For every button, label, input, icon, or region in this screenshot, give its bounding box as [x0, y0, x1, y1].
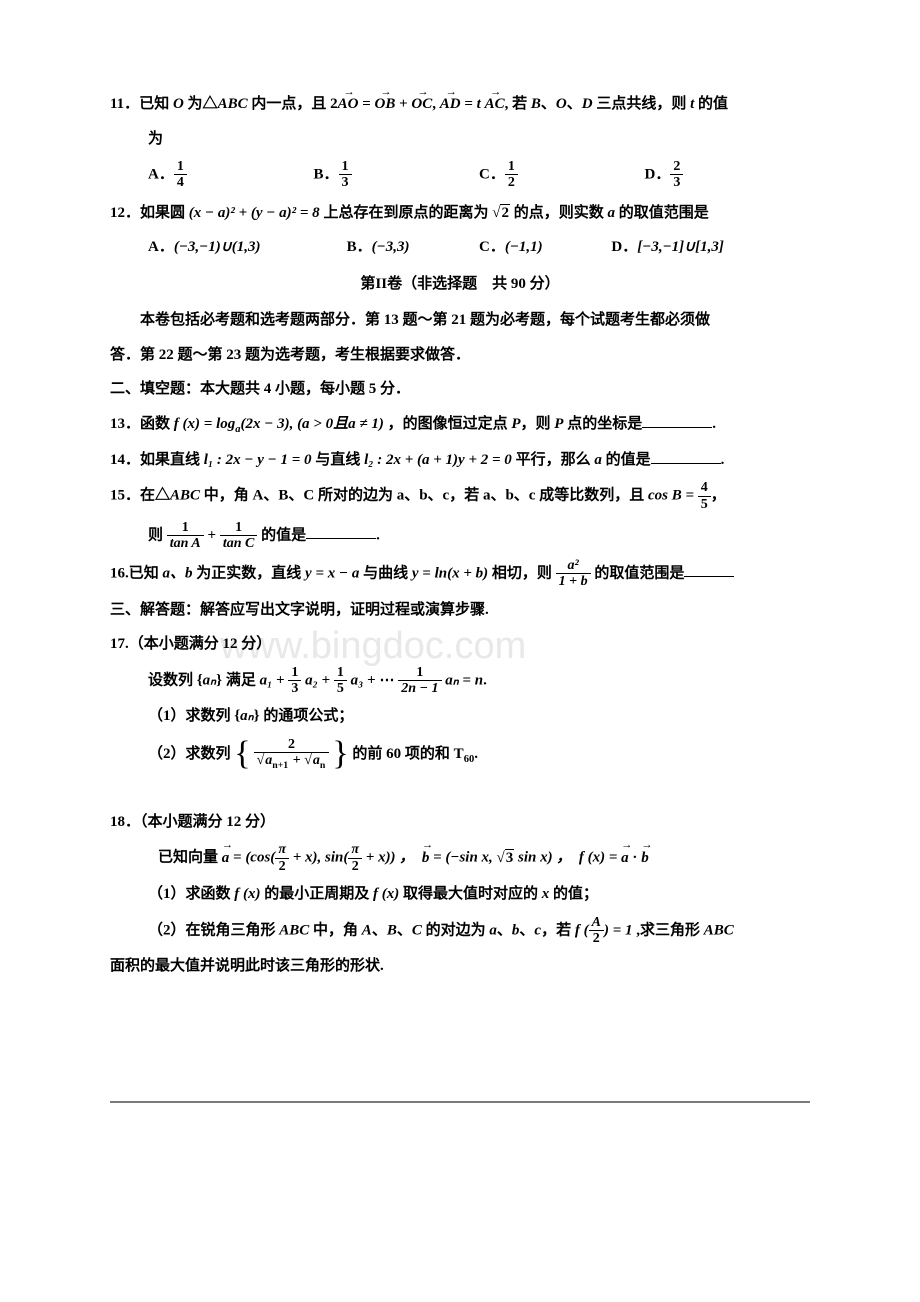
q18-stem: 已知向量 a = (cos(π2 + x), sin(π2 + x)) ， b …	[110, 842, 810, 874]
q14-number: 14．	[110, 452, 140, 468]
q17-header: 17.（本小题满分 12 分）	[110, 630, 810, 659]
q11-options: A．14 B．13 C．12 D．23	[110, 159, 810, 191]
q13-blank	[642, 412, 712, 428]
q15-line2: 则 1tan A + 1tan C 的值是.	[110, 520, 810, 552]
q11-number: 11．	[110, 96, 139, 112]
q12: 12．如果圆 (x − a)² + (y − a)² = 8 上总存在到原点的距…	[110, 199, 810, 228]
section2-instr1: 本卷包括必考题和选考题两部分．第 13 题～第 21 题为必考题，每个试题考生都…	[110, 306, 810, 335]
q18-header: 18．（本小题满分 12 分）	[110, 808, 810, 837]
q11-opt-c: C．12	[479, 159, 645, 191]
q17-part2: （2）求数列 {2an+1 + an} 的前 60 项的和 T60.	[110, 737, 810, 772]
q18-number: 18．	[110, 814, 140, 830]
fill-header: 二、填空题：本大题共 4 小题，每小题 5 分．	[110, 375, 810, 404]
q16-blank	[684, 561, 734, 577]
q11-opt-d: D．23	[645, 159, 811, 191]
q12-opt-b: B．(−3,3)	[347, 233, 479, 262]
q12-opt-a: A．(−3,−1)∪(1,3)	[148, 233, 347, 262]
q12-opt-c: C．(−1,1)	[479, 233, 611, 262]
section2-title: 第II卷（非选择题 共 90 分）	[110, 270, 810, 299]
q12-options: A．(−3,−1)∪(1,3) B．(−3,3) C．(−1,1) D．[−3,…	[110, 233, 810, 262]
solve-header: 三、解答题：解答应写出文字说明，证明过程或演算步骤.	[110, 596, 810, 625]
q16-number: 16.	[110, 565, 129, 581]
q11-opt-a: A．14	[148, 159, 314, 191]
q14: 14．如果直线 l₁ : 2x − y − 1 = 0 与直线 l₂ : 2x …	[110, 446, 810, 475]
q15-blank	[306, 523, 376, 539]
q17-number: 17.	[110, 636, 129, 652]
q15-line1: 15．在△ABC 中，角 A、B、C 所对的边为 a、b、c，若 a、b、c 成…	[110, 480, 810, 512]
q11-line2: 为	[110, 125, 810, 154]
q17-stem: 设数列 {aₙ} 满足 a₁ + 13 a₂ + 15 a₃ + ⋯ 12n −…	[110, 665, 810, 697]
q11: 11．已知 O 为△ABC 内一点，且 2AO = OB + OC, AD = …	[110, 90, 810, 119]
q15-number: 15．	[110, 488, 140, 504]
q12-number: 12．	[110, 205, 140, 221]
q13: 13．函数 f (x) = loga(2x − 3), (a > 0且a ≠ 1…	[110, 410, 810, 440]
q18-part1: （1）求函数 f (x) 的最小正周期及 f (x) 取得最大值时对应的 x 的…	[110, 880, 810, 909]
q14-blank	[651, 448, 721, 464]
q17-part1: （1）求数列 {aₙ} 的通项公式；	[110, 702, 810, 731]
footer-line	[110, 1101, 810, 1103]
q18-part2-line2: 面积的最大值并说明此时该三角形的形状.	[110, 952, 810, 981]
q13-number: 13．	[110, 416, 140, 432]
q12-opt-d: D．[−3,−1]∪[1,3]	[611, 233, 810, 262]
q18-part2: （2）在锐角三角形 ABC 中，角 A、B、C 的对边为 a、b、c，若 f (…	[110, 915, 810, 947]
section2-instr2: 答．第 22 题～第 23 题为选考题，考生根据要求做答．	[110, 341, 810, 370]
q11-opt-b: B．13	[314, 159, 480, 191]
q16: 16.已知 a、b 为正实数，直线 y = x − a 与曲线 y = ln(x…	[110, 558, 810, 590]
